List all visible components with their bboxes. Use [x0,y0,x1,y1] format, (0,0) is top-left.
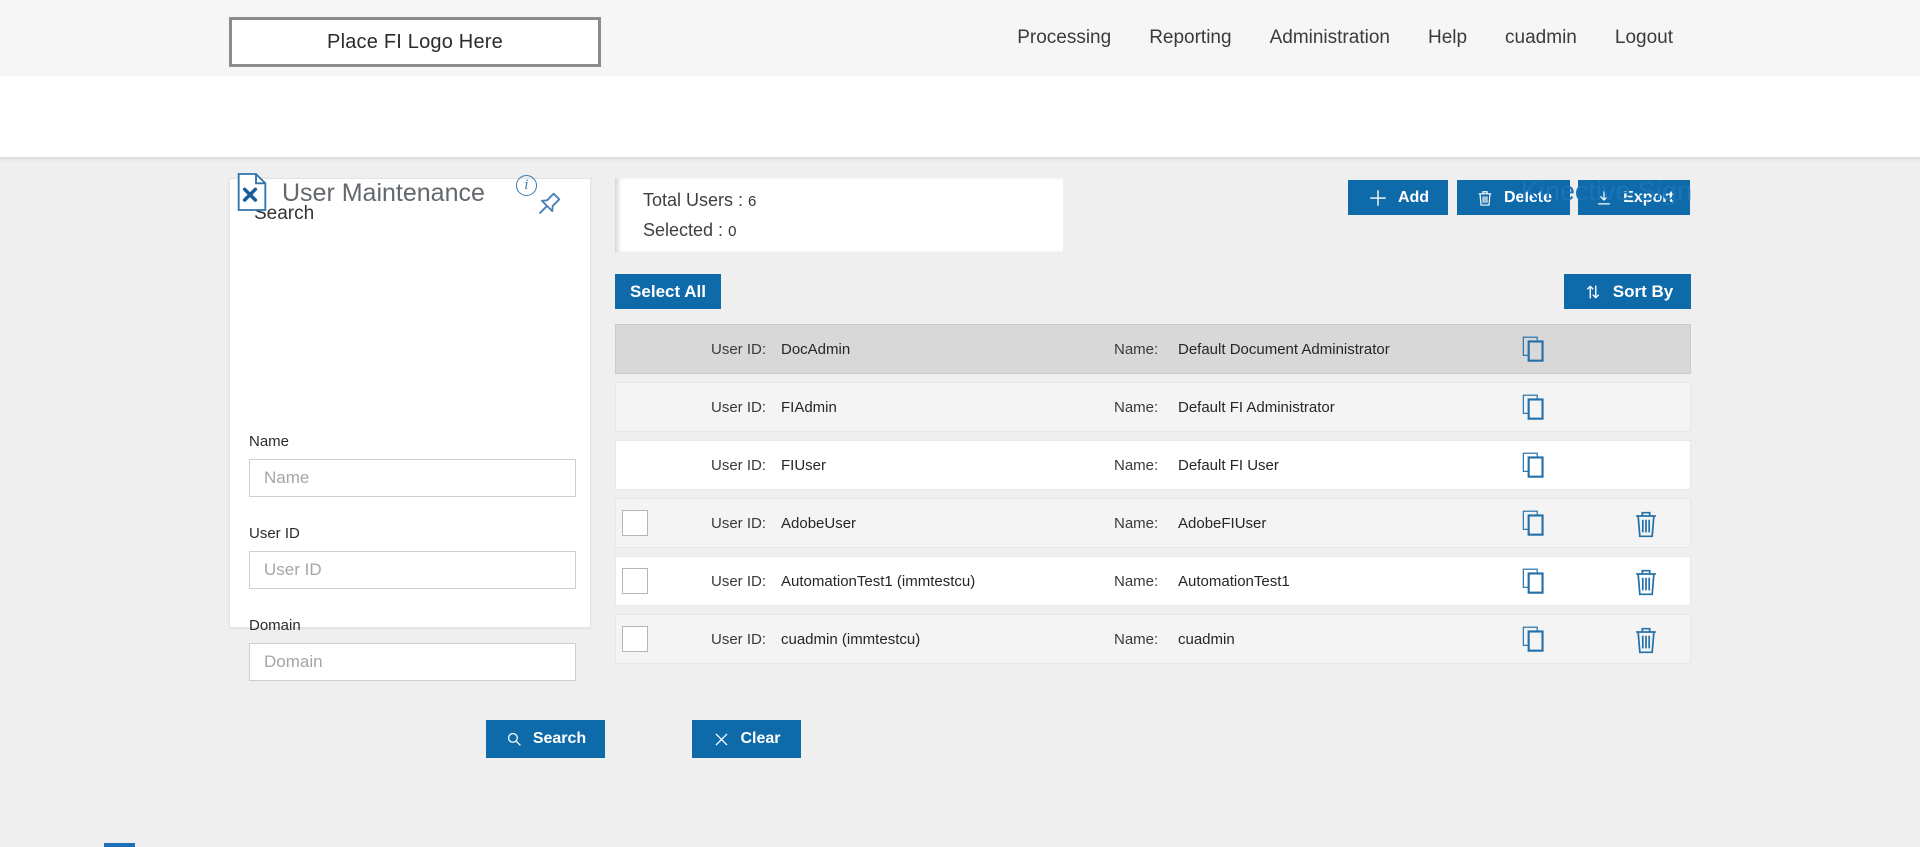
user-id-value: AdobeUser [781,515,857,532]
user-id-value: DocAdmin [781,341,851,358]
plus-icon [1370,189,1386,206]
name-label: Name: [1114,399,1159,416]
name-value: AdobeFIUser [1178,515,1267,532]
trash-icon [1478,190,1492,206]
domain-input[interactable] [249,643,576,681]
nav-item-reporting[interactable]: Reporting [1149,27,1232,48]
nav-item-user-cuadmin[interactable]: cuadmin [1505,27,1577,48]
logo-text: Place FI Logo Here [327,30,503,53]
total-users-label: Total Users : [643,190,744,210]
user-id-value: FIAdmin [781,399,837,416]
name-value: AutomationTest1 [1178,573,1290,590]
user-maintenance-icon [237,173,267,211]
delete-button-label: Delete [1503,188,1553,206]
brand-name: Kinective Sign [1520,176,1692,206]
info-icon[interactable]: i [516,175,537,196]
name-label: Name: [1114,631,1159,648]
name-value: cuadmin [1178,631,1235,648]
search-button[interactable]: Search [486,720,605,758]
user-row[interactable]: User ID: AdobeUser Name: AdobeFIUser [615,498,1691,548]
clear-button-label: Clear [740,730,781,747]
search-panel-title: Search [254,203,315,224]
sort-by-label: Sort By [1612,281,1674,301]
row-checkbox[interactable] [622,510,648,536]
clear-x-icon [715,733,728,745]
copy-icon[interactable] [1518,334,1550,366]
copy-icon[interactable] [1518,566,1550,598]
row-checkbox[interactable] [622,568,648,594]
fi-logo-placeholder: Place FI Logo Here [229,17,601,67]
nav-item-logout[interactable]: Logout [1614,27,1673,48]
nav-item-processing[interactable]: Processing [1017,27,1112,48]
clear-button[interactable]: Clear [692,720,801,758]
name-label: Name: [1114,341,1159,358]
copy-icon[interactable] [1518,392,1550,424]
user-id-value: AutomationTest1 (immtestcu) [781,573,976,590]
info-glyph: i [524,178,529,193]
name-value: Default FI Administrator [1178,399,1335,416]
add-button[interactable]: Add [1348,180,1448,215]
select-all-button[interactable]: Select All [615,274,721,309]
sort-by-button[interactable]: Sort By [1564,274,1691,309]
stats-box: Total Users : 6 Selected : 0 [615,178,1063,252]
delete-button[interactable]: Delete [1457,180,1570,215]
selected-label: Selected : [643,220,724,240]
total-users-line: Total Users : 6 [643,190,756,211]
nav-item-help[interactable]: Help [1427,27,1468,48]
main-nav: Processing Reporting Administration Help… [1017,0,1673,76]
user-id-label: User ID: [711,573,767,590]
user-id-label: User ID: [711,399,767,416]
bottom-edge-artifact [104,843,135,847]
row-checkbox[interactable] [622,626,648,652]
selected-value: 0 [728,223,737,240]
user-id-label: User ID: [711,457,767,474]
user-row[interactable]: User ID: FIAdmin Name: Default FI Admini… [615,382,1691,432]
copy-icon[interactable] [1518,624,1550,656]
user-list: User ID: DocAdmin Name: Default Document… [615,324,1691,672]
user-id-input[interactable] [249,551,576,589]
user-row[interactable]: User ID: FIUser Name: Default FI User [615,440,1691,490]
name-value: Default Document Administrator [1178,341,1390,358]
export-button-label: Export [1623,188,1674,206]
export-button[interactable]: Export [1578,180,1690,215]
name-label: Name: [1114,573,1159,590]
user-row[interactable]: User ID: AutomationTest1 (immtestcu) Nam… [615,556,1691,606]
top-nav-bar: Place FI Logo Here Processing Reporting … [0,0,1920,76]
page-title: User Maintenance [282,179,485,207]
domain-field-label: Domain [249,617,301,634]
name-field-label: Name [249,433,290,450]
user-id-label: User ID: [711,341,767,358]
copy-icon[interactable] [1518,508,1550,540]
delete-row-icon[interactable] [1630,566,1662,598]
name-input[interactable] [249,459,576,497]
search-panel: Search Name User ID Domain Search Clear [229,178,801,758]
sort-arrows-icon [1586,284,1599,299]
delete-row-icon[interactable] [1630,624,1662,656]
user-row[interactable]: User ID: cuadmin (immtestcu) Name: cuadm… [615,614,1691,664]
user-id-field-label: User ID [249,525,300,542]
name-label: Name: [1114,457,1159,474]
total-users-value: 6 [748,193,757,210]
delete-row-icon[interactable] [1630,508,1662,540]
selected-line: Selected : 0 [643,220,736,241]
add-button-label: Add [1397,188,1430,206]
user-id-value: FIUser [781,457,826,474]
copy-icon[interactable] [1518,450,1550,482]
user-row[interactable]: User ID: DocAdmin Name: Default Document… [615,324,1691,374]
name-value: Default FI User [1178,457,1279,474]
user-id-value: cuadmin (immtestcu) [781,631,921,648]
nav-item-administration[interactable]: Administration [1269,27,1390,48]
search-button-label: Search [532,730,587,747]
search-icon [507,732,521,746]
user-id-label: User ID: [711,515,767,532]
pin-icon[interactable] [532,189,564,221]
user-id-label: User ID: [711,631,767,648]
select-all-label: Select All [630,281,706,301]
page-header: User Maintenance i Kinective Sign [0,76,1920,211]
download-icon [1598,190,1610,204]
name-label: Name: [1114,515,1159,532]
